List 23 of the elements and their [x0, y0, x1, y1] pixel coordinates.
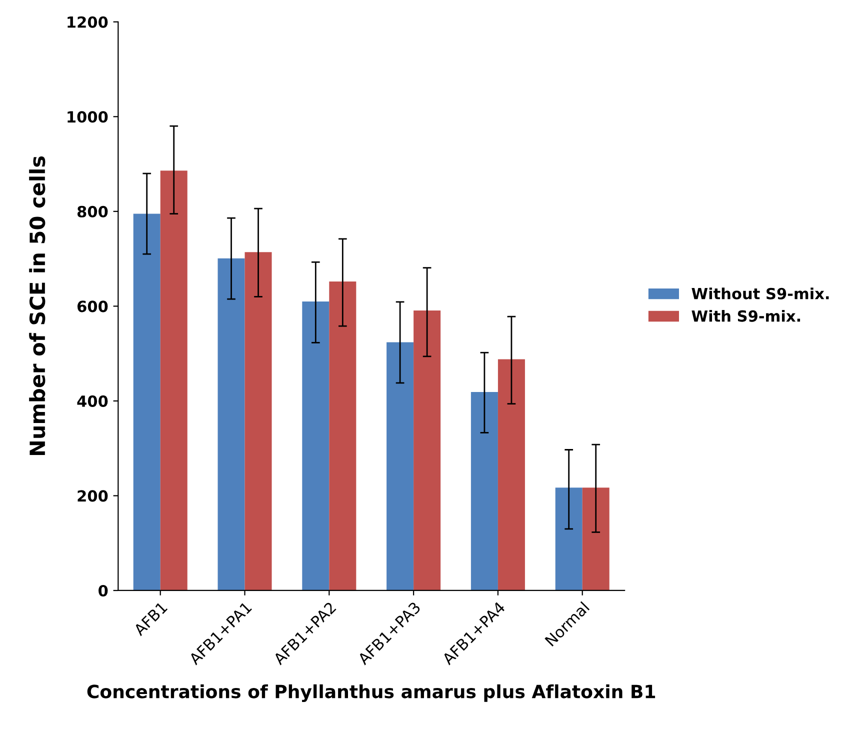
bar: [133, 214, 160, 590]
y-tick-label: 1200: [68, 16, 108, 28]
legend-label: Without S9-mix.: [692, 288, 829, 300]
bar: [555, 488, 582, 590]
bar: [160, 170, 188, 590]
bar: [498, 359, 525, 590]
bar: [470, 392, 498, 590]
legend-label: With S9-mix.: [692, 310, 800, 322]
y-tick-label: 1000: [68, 111, 108, 123]
y-tick-label: 400: [77, 395, 108, 407]
y-tick-label: 600: [77, 300, 108, 312]
bar: [582, 488, 610, 590]
y-axis-title: Number of SCE in 50 cells: [29, 156, 46, 456]
x-axis-title: Concentrations of Phyllanthus amarus plus Aflatoxin B1: [87, 684, 656, 702]
y-tick-label: 200: [78, 490, 108, 502]
bar: [414, 310, 441, 590]
bar: [244, 252, 272, 590]
y-tick-label: 800: [77, 206, 108, 218]
bar: [218, 258, 245, 590]
bar: [386, 342, 414, 590]
bar: [329, 282, 356, 590]
y-tick-label: 0: [98, 584, 108, 597]
bar: [302, 301, 330, 590]
